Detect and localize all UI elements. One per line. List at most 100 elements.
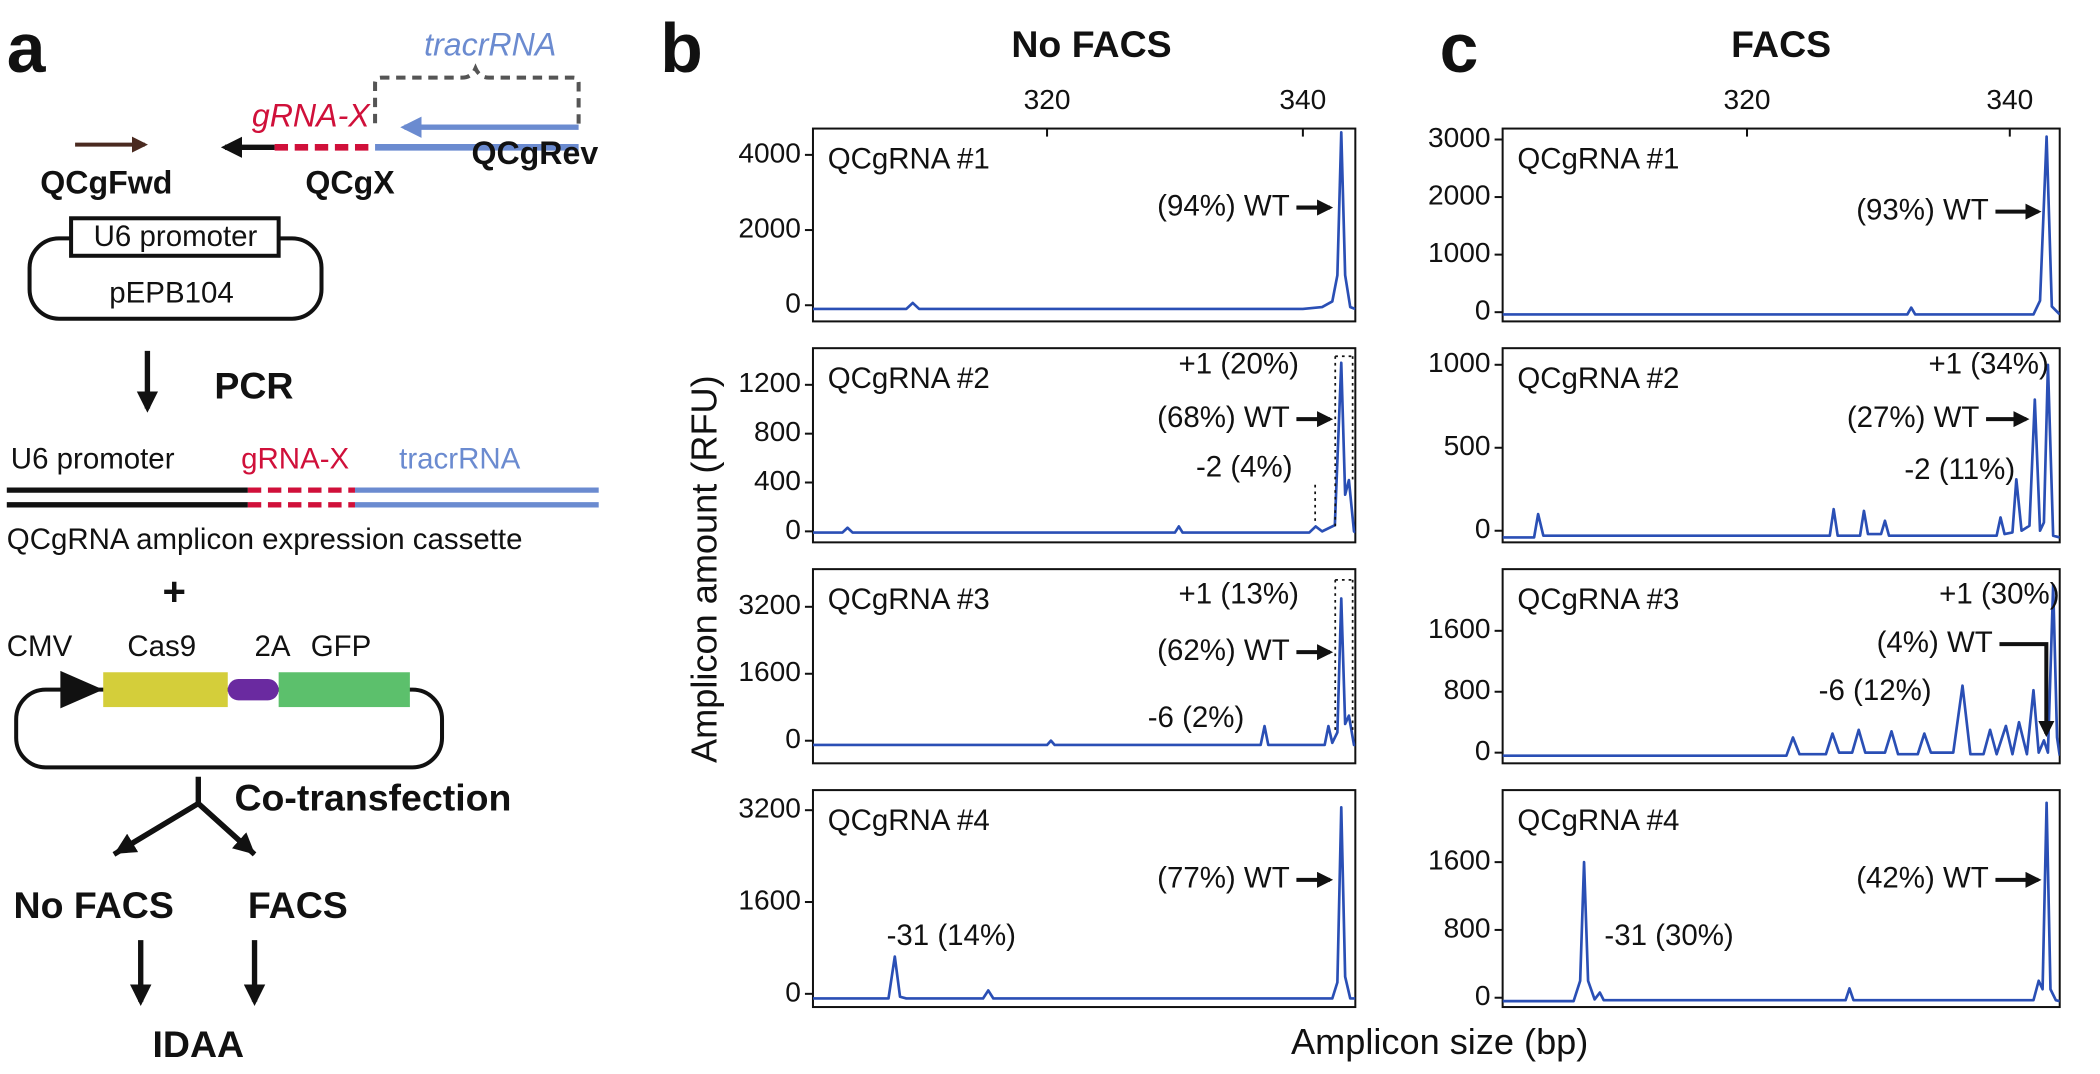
plot-frame [811,568,1357,765]
trace [1502,801,2060,1003]
y-tick-label: 3000 [1428,122,1491,153]
chart-title: QCgRNA #3 [828,583,990,616]
plot-frame [811,789,1357,1009]
chart-title: QCgRNA #4 [828,804,990,837]
label: QCgRNA amplicon expression cassette [7,523,523,556]
flow-arrow [114,801,200,854]
label: No FACS [13,884,173,926]
plot-frame [1501,568,2061,765]
y-tick-label: 0 [785,723,801,754]
y-tick-label: 2000 [738,212,801,243]
x-tick-label: 320 [1024,84,1071,115]
y-tick-label: 1600 [1428,845,1491,876]
bracket [373,63,581,129]
annotation-arrow [1999,642,2055,738]
plot-frame [811,127,1357,323]
column-title: No FACS [1011,23,1171,65]
plot-frame [1501,789,2061,1009]
y-tick-label: 1000 [1428,237,1491,268]
annotation: (62%) WT [1157,634,1290,667]
label: tracrRNA [399,442,520,475]
annotation: +1 (34%) [1928,347,2048,380]
annotation: (27%) WT [1847,401,1980,434]
y-tick-label: 800 [754,416,801,447]
y-tick-label: 1200 [738,367,801,398]
chart-title: QCgRNA #2 [828,362,990,395]
label: U6 promoter [94,220,258,253]
cas9-block [103,672,228,708]
annotation: (93%) WT [1856,193,1989,226]
label: QCgRev [471,135,598,171]
annotation: -2 (4%) [1196,450,1293,483]
trace [812,130,1356,311]
y-tick-label: 800 [1444,674,1491,705]
chart-title: QCgRNA #3 [1517,583,1679,616]
y-tick-label: 2000 [1428,179,1491,210]
label: GFP [311,630,372,663]
annotation: -6 (2%) [1148,701,1245,734]
y-tick-label: 1600 [738,656,801,687]
annotation: -31 (30%) [1604,919,1733,952]
flow-arrow [196,801,256,855]
column-title: FACS [1731,23,1831,65]
annotation: -31 (14%) [887,919,1016,952]
annotation: +1 (13%) [1179,578,1299,611]
y-tick-label: 800 [1444,912,1491,943]
y-tick-label: 3200 [738,589,801,620]
promoter [60,670,104,709]
panel-a: a tracrRNA gRNA-X QCgFwd QCgX QCgRev U6 … [6,9,599,1065]
trace [1502,583,2060,758]
chart-title: QCgRNA #2 [1517,362,1679,395]
annotation: (77%) WT [1157,862,1290,895]
y-tick-label: 1000 [1428,347,1491,378]
y-tick-label: 0 [785,976,801,1007]
y-tick-label: 400 [754,465,801,496]
label: IDAA [152,1023,244,1065]
y-tick-label: 1600 [1428,613,1491,644]
trace [812,597,1356,747]
label: CMV [7,630,73,663]
trace [812,806,1356,1000]
chart-title: QCgRNA #1 [828,142,990,175]
cassette [6,487,599,508]
label: pEPB104 [109,276,233,309]
x-tick-label: 340 [1986,84,2033,115]
y-tick-label: 0 [1475,735,1491,766]
y-tick-label: 0 [785,514,801,545]
plot-frame [1501,347,2061,544]
annotation: +1 (20%) [1179,347,1299,380]
label: QCgX [305,164,395,200]
label: U6 promoter [11,442,175,475]
y-tick-label: 3200 [738,793,801,824]
y-tick-label: 500 [1444,430,1491,461]
annotation: (94%) WT [1157,189,1290,222]
label: gRNA-X [241,442,349,475]
promoter-box [69,216,281,258]
panel-label: c [1440,9,1479,87]
x-axis-label: Amplicon size (bp) [1291,1021,1588,1062]
annotation: (4%) WT [1877,626,1993,659]
2a-block [227,678,279,701]
label: PCR [214,364,293,406]
annotation: +1 (30%) [1939,578,2059,611]
y-tick-label: 0 [785,288,801,319]
label: FACS [248,884,348,926]
y-tick-label: 0 [1475,295,1491,326]
gfp-block [278,672,410,708]
y-tick-label: 1600 [738,884,801,915]
annotation: (42%) WT [1856,862,1989,895]
chart-title: QCgRNA #4 [1517,804,1679,837]
y-tick-label: 0 [1475,980,1491,1011]
label: QCgFwd [40,164,172,200]
annotation: (68%) WT [1157,401,1290,434]
y-tick-label: 4000 [738,137,801,168]
panel-label: a [7,9,47,87]
annotation: -6 (12%) [1819,674,1932,707]
label: 2A [255,630,291,663]
label: gRNA-X [252,97,371,133]
trace [1502,363,2060,539]
trace [1502,135,2060,316]
annotation: -2 (11%) [1904,453,2015,486]
